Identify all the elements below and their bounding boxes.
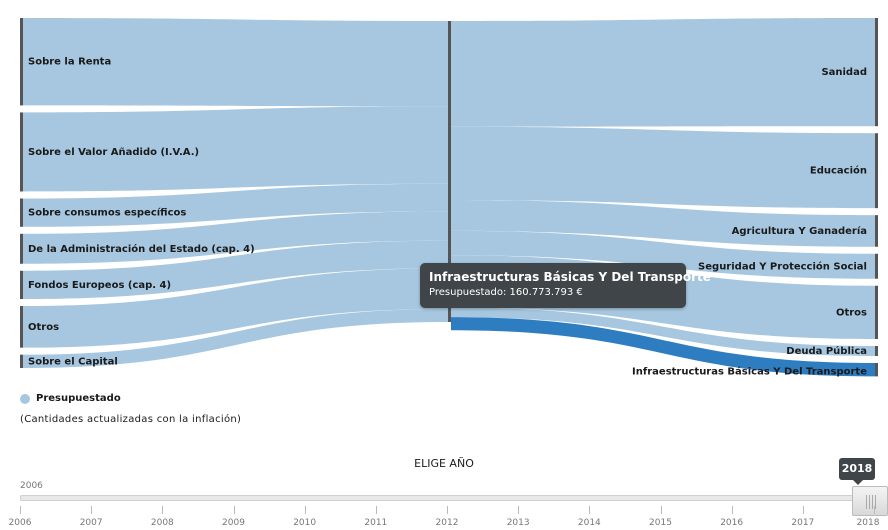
flow-source-3[interactable]	[23, 211, 448, 264]
year-tick-label-2007[interactable]: 2007	[79, 518, 103, 528]
year-tick-label-2017[interactable]: 2017	[791, 518, 815, 528]
year-slider-handle[interactable]	[852, 486, 888, 516]
year-tick	[447, 506, 448, 514]
year-tick	[375, 506, 377, 514]
tooltip-value: Presupuestado: 160.773.793 €	[429, 287, 583, 298]
year-tick	[731, 506, 733, 514]
target-label-2: Agricultura Y Ganadería	[732, 225, 867, 237]
sankey-chart: Sobre la Renta Sobre el Valor Añadido (I.…	[20, 18, 878, 378]
year-tick-label-2011[interactable]: 2011	[364, 518, 388, 528]
flow-source-1[interactable]	[23, 106, 448, 192]
year-tick	[162, 506, 164, 514]
source-label-4: Fondos Europeos (cap. 4)	[28, 280, 171, 291]
flow-source-4[interactable]	[23, 240, 448, 300]
tooltip-title: Infraestructuras Básicas Y Del Transport…	[429, 270, 711, 284]
year-tick-label-2009[interactable]: 2009	[222, 518, 245, 528]
total-node[interactable]	[448, 21, 451, 322]
source-node-0[interactable]	[20, 18, 23, 106]
flow-source-5[interactable]	[23, 268, 448, 348]
year-tick	[589, 506, 591, 514]
flow-source-0[interactable]	[23, 18, 448, 107]
target-node-4[interactable]	[875, 285, 878, 340]
tooltip: Infraestructuras Básicas Y Del Transport…	[420, 263, 711, 308]
year-axis: 2006 2007 2008 2009 2010 2011 2012 2013 2014 2015…	[0, 506, 888, 530]
flow-target-3[interactable]	[451, 230, 875, 279]
source-node-3[interactable]	[20, 233, 23, 264]
target-node-5[interactable]	[875, 346, 878, 357]
year-selector-title: ELIGE AÑO	[414, 457, 474, 470]
source-label-5: Otros	[28, 322, 59, 333]
target-node-2[interactable]	[875, 215, 878, 247]
year-slider-track[interactable]	[20, 495, 876, 501]
selected-year-badge: 2018	[839, 458, 875, 485]
year-tick-label-2008[interactable]: 2008	[150, 518, 174, 528]
flow-source-2[interactable]	[23, 183, 448, 227]
legend[interactable]: Presupuestado	[20, 393, 121, 404]
target-node-6[interactable]	[875, 363, 878, 377]
year-tick	[802, 506, 804, 514]
year-tick	[874, 506, 875, 514]
flow-target-1[interactable]	[451, 126, 875, 209]
year-tick-label-2018[interactable]: 2018	[856, 518, 880, 528]
source-node-6[interactable]	[20, 354, 23, 368]
flow-target-6[interactable]	[451, 317, 875, 377]
target-label-1: Educación	[810, 165, 867, 177]
year-tick	[91, 506, 93, 514]
source-node-5[interactable]	[20, 306, 23, 348]
year-tick	[304, 506, 306, 514]
source-node-1[interactable]	[20, 112, 23, 192]
flow-target-2[interactable]	[451, 199, 875, 247]
year-tick-label-2016[interactable]: 2016	[720, 518, 744, 528]
flow-target-5[interactable]	[451, 307, 875, 357]
source-node-4[interactable]	[20, 270, 23, 300]
source-node-2[interactable]	[20, 198, 23, 227]
target-node-3[interactable]	[875, 253, 878, 279]
year-tick-label-2014[interactable]: 2014	[577, 518, 601, 528]
year-tick-label-2013[interactable]: 2013	[506, 518, 530, 528]
legend-label: Presupuestado	[36, 393, 121, 404]
source-label-3: De la Administración del Estado (cap. 4)	[28, 243, 255, 255]
flow-target-0[interactable]	[451, 18, 875, 127]
target-node-1[interactable]	[875, 133, 878, 209]
year-tick	[20, 506, 21, 514]
target-label-6: Infraestructuras Básicas Y Del Transport…	[632, 366, 867, 378]
year-tick-label-2015[interactable]: 2015	[649, 518, 672, 528]
year-tick	[518, 506, 520, 514]
target-label-5: Deuda Pública	[786, 345, 867, 357]
year-min-label: 2006	[20, 481, 43, 491]
target-label-3: Seguridad Y Protección Social	[698, 260, 867, 272]
legend-dot-icon	[20, 393, 30, 404]
source-label-1: Sobre el Valor Añadido (I.V.A.)	[28, 147, 199, 158]
source-label-0: Sobre la Renta	[28, 57, 111, 68]
year-tick-label-2012[interactable]: 2012	[435, 518, 459, 528]
sankey-nodes	[20, 18, 878, 377]
year-tick-label-2010[interactable]: 2010	[293, 518, 317, 528]
source-label-6: Sobre el Capital	[28, 356, 118, 367]
year-tick	[660, 506, 662, 514]
year-tick	[233, 506, 235, 514]
sankey-labels: Sobre la Renta Sobre el Valor Añadido (I.…	[28, 57, 867, 378]
flow-source-6[interactable]	[23, 308, 448, 368]
target-label-4: Otros	[836, 307, 867, 318]
year-tick-label-2006[interactable]: 2006	[8, 518, 32, 528]
inflation-note: (Cantidades actualizadas con la inflació…	[20, 414, 242, 425]
target-node-0[interactable]	[875, 18, 878, 127]
target-label-0: Sanidad	[821, 67, 867, 78]
source-label-2: Sobre consumos específicos	[28, 207, 186, 219]
